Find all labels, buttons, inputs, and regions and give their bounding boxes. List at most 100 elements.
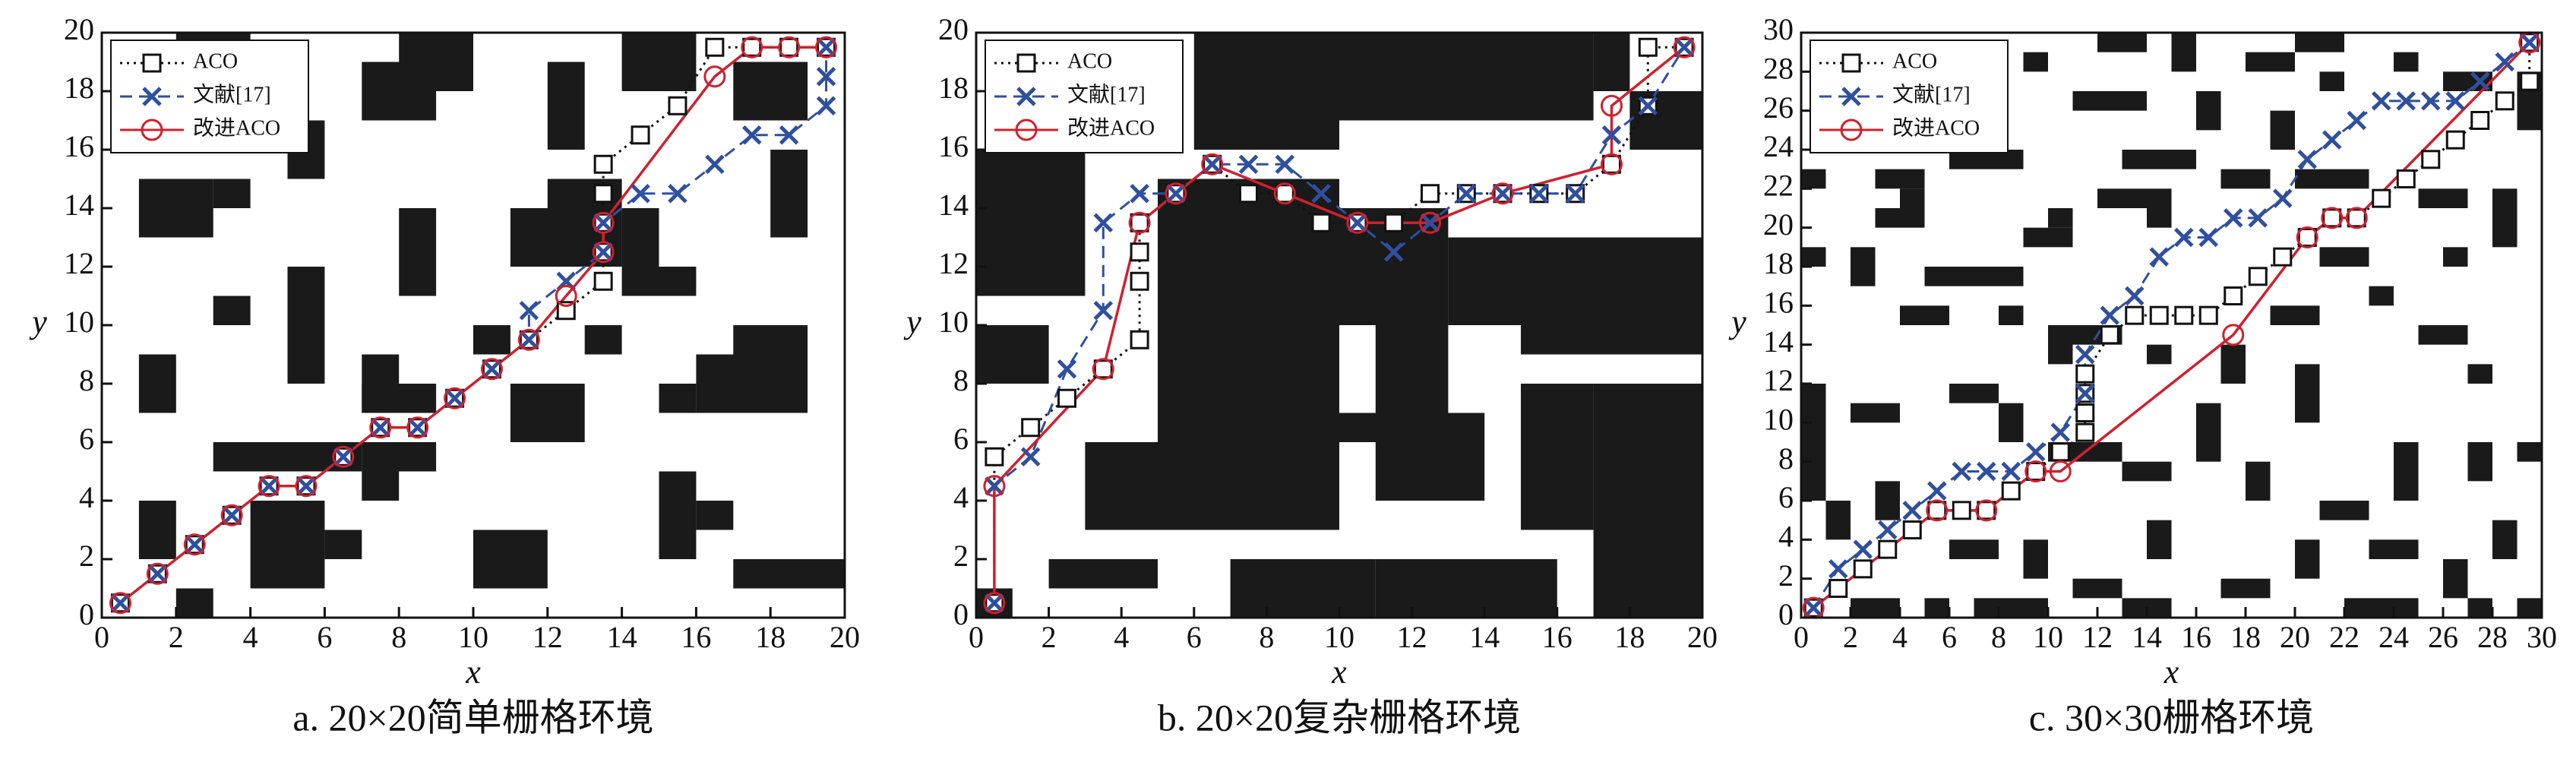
marker <box>2050 422 2071 442</box>
obstacle <box>1593 384 1702 618</box>
marker <box>2296 226 2318 248</box>
marker <box>1201 153 1224 175</box>
marker <box>1601 125 1622 145</box>
marker <box>517 328 540 351</box>
obstacle <box>2369 286 2394 306</box>
marker <box>480 358 503 381</box>
marker <box>1346 211 1369 234</box>
obstacle <box>1924 598 1949 618</box>
marker <box>1130 330 1149 349</box>
marker <box>1092 358 1114 381</box>
x-axis-label: x <box>1331 653 1347 691</box>
y-tick-label: 2 <box>953 539 969 573</box>
obstacle <box>1375 325 1449 413</box>
x-tick-label: 20 <box>2280 620 2310 654</box>
marker <box>220 504 243 526</box>
marker <box>1273 182 1296 205</box>
obstacle <box>2072 578 2122 599</box>
marker <box>1602 154 1621 174</box>
marker <box>2024 460 2047 482</box>
marker <box>2222 324 2245 346</box>
y-tick-label: 10 <box>938 305 969 339</box>
obstacle <box>2023 539 2048 579</box>
obstacle <box>2072 91 2147 111</box>
marker <box>1853 559 1873 579</box>
marker <box>593 213 613 233</box>
y-tick-label: 30 <box>1763 12 1794 46</box>
marker <box>2445 130 2465 150</box>
marker <box>1165 182 1187 205</box>
obstacle <box>1230 559 1376 618</box>
marker <box>2026 462 2046 481</box>
x-tick-label: 4 <box>1892 620 1908 654</box>
x-tick-label: 14 <box>1469 620 1500 654</box>
obstacle <box>250 501 325 589</box>
marker <box>1853 539 1873 559</box>
marker <box>2075 422 2095 442</box>
x-tick-label: 4 <box>1114 620 1129 654</box>
obstacle <box>1825 501 1851 540</box>
marker <box>141 119 163 141</box>
marker <box>1491 182 1514 205</box>
marker <box>705 37 725 57</box>
legend-label: 文献[17] <box>1067 82 1146 106</box>
marker <box>333 447 353 467</box>
y-tick-label: 0 <box>953 597 969 631</box>
marker <box>2347 110 2367 131</box>
obstacle <box>2246 52 2295 72</box>
y-tick-label: 8 <box>1778 441 1794 476</box>
obstacle <box>2319 247 2369 267</box>
marker <box>2495 91 2514 111</box>
obstacle <box>2295 364 2320 423</box>
x-axis-label: x <box>2164 653 2179 691</box>
obstacle <box>659 471 697 559</box>
marker <box>370 417 390 438</box>
marker <box>142 87 162 106</box>
marker <box>1130 183 1149 204</box>
marker <box>705 154 725 175</box>
y-tick-label: 18 <box>64 71 94 105</box>
marker <box>2173 227 2194 248</box>
y-axis-label: y <box>29 303 47 340</box>
marker <box>593 242 613 262</box>
marker <box>2345 207 2368 229</box>
legend-label: 文献[17] <box>1892 82 1971 106</box>
x-tick-label: 0 <box>94 620 109 654</box>
marker <box>444 387 466 409</box>
obstacle <box>138 354 176 413</box>
marker <box>1952 461 1972 482</box>
marker <box>482 359 502 379</box>
x-tick-label: 16 <box>2181 620 2211 654</box>
marker <box>2125 305 2145 325</box>
legend-label: ACO <box>193 49 238 73</box>
x-tick-label: 12 <box>1397 620 1427 654</box>
y-tick-label: 0 <box>79 597 94 631</box>
obstacle <box>1900 188 1925 208</box>
obstacle <box>1448 267 1521 325</box>
marker <box>593 154 613 174</box>
marker <box>2396 169 2416 188</box>
obstacle <box>2220 344 2246 384</box>
obstacle <box>2097 188 2147 208</box>
x-tick-label: 10 <box>2033 620 2063 654</box>
x-tick-label: 0 <box>1794 620 1809 654</box>
obstacle <box>2048 208 2073 228</box>
obstacle <box>976 150 1086 296</box>
legend: ACO 文献[17] 改进ACO <box>985 40 1184 153</box>
marker <box>1420 213 1440 233</box>
y-tick-label: 20 <box>938 12 969 46</box>
obstacle <box>510 384 585 442</box>
x-tick-label: 26 <box>2428 620 2458 654</box>
x-tick-label: 2 <box>169 620 184 654</box>
x-tick-label: 30 <box>2527 620 2557 654</box>
x-tick-label: 18 <box>755 620 785 654</box>
obstacle <box>2097 33 2147 52</box>
marker <box>2519 33 2540 52</box>
y-tick-label: 6 <box>1778 480 1794 514</box>
marker <box>1674 37 1694 58</box>
legend: ACO 文献[17] 改进ACO <box>1810 40 2009 153</box>
obstacle <box>733 62 808 121</box>
marker <box>2049 460 2072 482</box>
obstacle <box>1339 33 1594 121</box>
marker <box>985 476 1004 496</box>
